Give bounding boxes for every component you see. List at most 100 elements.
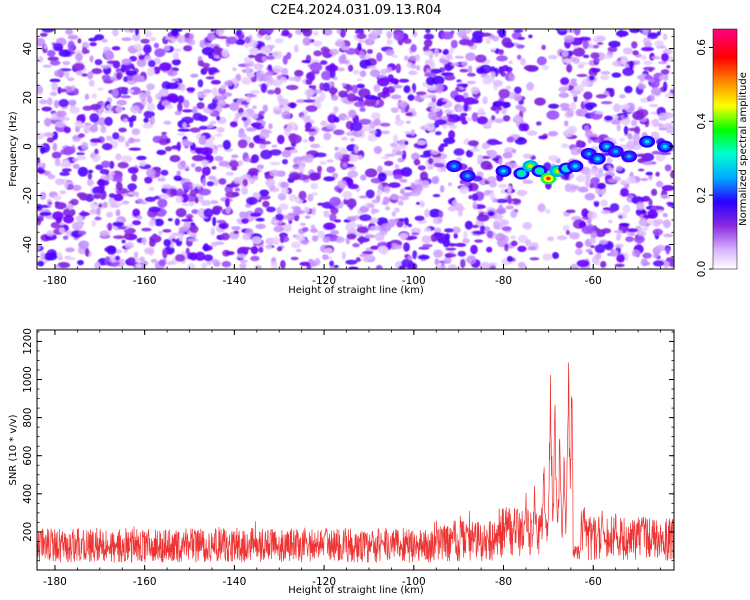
spectrogram-cell [81, 73, 88, 77]
spectrogram-cell [87, 172, 93, 180]
spectrogram-cell [59, 190, 67, 195]
spectrogram-cell [435, 83, 444, 93]
spectrogram-cell [303, 154, 314, 163]
spectrogram-cell [389, 78, 399, 84]
spectrogram-cell [567, 109, 575, 118]
spectrogram-cell [498, 183, 508, 188]
spectrogram-cell [191, 183, 201, 188]
spectrogram-cell [466, 72, 476, 77]
spectrogram-cell [228, 160, 240, 168]
spectrogram-cell [463, 102, 469, 112]
spectrogram-cell [78, 211, 90, 217]
signal-track [446, 135, 674, 185]
spectrogram-cell [101, 160, 111, 168]
spectrogram-cell [576, 73, 588, 78]
spectrogram-cell [620, 187, 629, 197]
spectrogram-cell [410, 70, 415, 75]
spectrogram-cell [506, 136, 515, 143]
spectrogram-cell [517, 261, 526, 269]
spectrogram-cell [218, 222, 229, 230]
spectrogram-cell [71, 184, 82, 191]
spectrogram-cell [434, 258, 440, 266]
spectrogram-cell [665, 257, 674, 263]
spectrogram-cell [191, 154, 205, 162]
spectrogram-cell [592, 44, 600, 49]
spectrogram-cell [225, 171, 234, 176]
spectrogram-cell [435, 264, 447, 269]
colorbar-ticks: 0.0 0.2 0.4 0.6 [696, 39, 713, 277]
spectrogram-cell [199, 196, 204, 203]
spectrogram-cell [620, 118, 631, 126]
spectrogram-cell [632, 110, 645, 121]
spectrogram-cell [115, 105, 124, 113]
spectrogram-cell [502, 101, 511, 108]
spectrogram-cell [569, 102, 577, 111]
spectrogram-cell [57, 88, 67, 93]
spectrogram-cell [239, 211, 247, 219]
spectrogram-cell [190, 73, 199, 78]
spectrogram-cell [128, 147, 142, 151]
spectrogram-cell [338, 90, 348, 98]
spectrogram-cell [50, 221, 62, 229]
spectrogram-cell [662, 213, 668, 218]
spectrogram-cell [72, 158, 79, 162]
spectrogram-cell [243, 120, 249, 128]
spectrogram-cell [130, 115, 137, 120]
snr-frame [36, 329, 675, 571]
spectrogram-cell [431, 176, 439, 185]
spectrogram-cell [435, 131, 442, 136]
spectrogram-cell [191, 209, 199, 215]
spectrogram-cell [162, 184, 172, 190]
spectrogram-cell [472, 99, 479, 104]
spectrogram-cell [101, 143, 113, 151]
spectrogram-cell [525, 239, 532, 247]
spectrogram-cell [277, 193, 287, 201]
spectrogram-cell [612, 60, 623, 67]
spectrogram-cell [492, 100, 505, 107]
spectrogram-cell [212, 205, 223, 212]
spectrogram-cell [183, 45, 193, 52]
spectrogram-cell [146, 67, 155, 77]
spectrogram-cell [648, 198, 653, 206]
spectrogram-cell [200, 135, 206, 140]
spectrogram-cell [423, 39, 433, 48]
signal-blob-core [644, 139, 650, 144]
spectrogram-cell [158, 259, 167, 267]
spectrogram-cell [75, 53, 83, 61]
spectrogram-cell [624, 85, 633, 94]
spectrogram-cell [417, 254, 430, 260]
spectrogram-cell [641, 195, 651, 202]
spectrogram-cell [229, 102, 240, 112]
spectrogram-cell [354, 144, 359, 154]
spectrogram-cell [210, 79, 221, 85]
spectrogram-xtick-label: -80 [495, 275, 512, 287]
spectrogram-cell [522, 153, 533, 159]
spectrogram-cell [167, 218, 173, 222]
spectrogram-cell [77, 259, 84, 266]
spectrogram-cell [288, 194, 298, 202]
spectrogram-cell [629, 29, 641, 34]
spectrogram-cell [221, 260, 232, 268]
spectrogram-cell [358, 195, 368, 199]
spectrogram-cell [121, 58, 132, 65]
spectrogram-cell [43, 44, 48, 50]
spectrogram-cell [317, 230, 325, 239]
spectrogram-cell [430, 150, 439, 155]
spectrogram-cell [367, 33, 376, 39]
spectrogram-cell [417, 220, 425, 224]
spectrogram-cell [400, 188, 405, 195]
spectrogram-cell [339, 147, 347, 155]
spectrogram-cell [52, 211, 64, 221]
spectrogram-cell [610, 249, 615, 255]
spectrogram-cell [231, 166, 238, 171]
spectrogram-cell [261, 129, 273, 134]
spectrogram-cell [517, 36, 526, 40]
spectrogram-cell [98, 107, 103, 116]
spectrogram-cell [444, 228, 454, 233]
spectrogram-cell [487, 149, 498, 159]
spectrogram-cell [415, 65, 421, 71]
spectrogram-cell [479, 225, 486, 232]
spectrogram-cell [386, 30, 393, 39]
spectrogram-cell [579, 62, 588, 66]
spectrogram-cell [202, 89, 212, 94]
